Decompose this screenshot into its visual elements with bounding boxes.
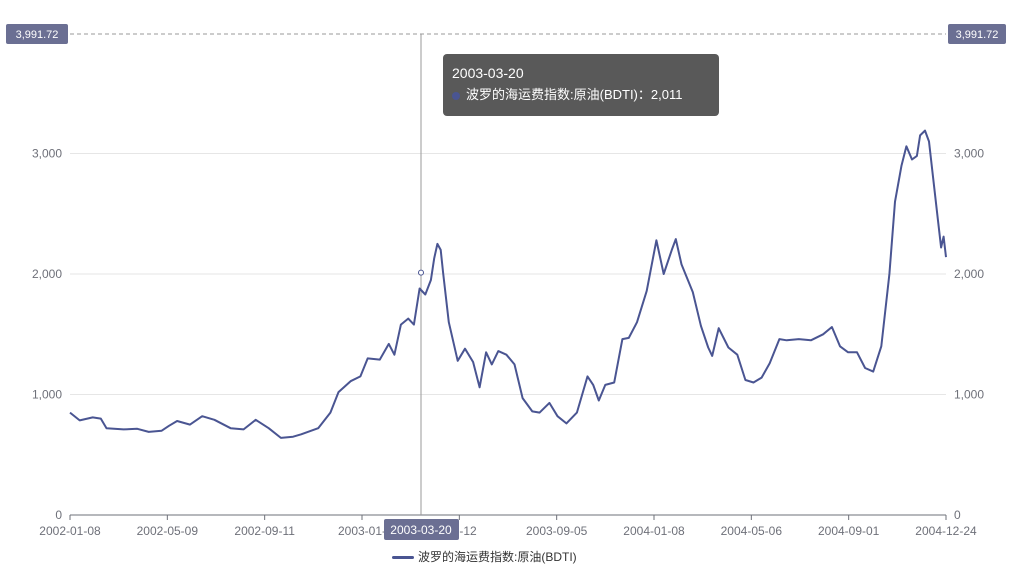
y-axis-left: 0 1,000 2,000 3,000	[32, 147, 62, 522]
x-axis: 2002-01-08 2002-05-09 2002-09-11 2003-01- 05…	[39, 515, 977, 538]
y-pointer-tag-right-text: 3,991.72	[956, 29, 999, 41]
y-tick-label-right: 3,000	[954, 147, 984, 161]
tooltip-date: 2003-03-20	[452, 65, 524, 81]
x-pointer-tag: 2003-03-20	[384, 519, 459, 540]
y-tick-label-left: 2,000	[32, 267, 62, 281]
x-pointer-tag-text: 2003-03-20	[390, 523, 452, 537]
highlight-point	[418, 269, 424, 276]
y-tick-label-left: 3,000	[32, 147, 62, 161]
x-tick-label: 2004-01-08	[623, 524, 685, 538]
y-pointer-tag-right: 3,991.72	[948, 24, 1006, 44]
y-pointer-tag-left: 3,991.72	[6, 24, 68, 44]
y-axis-right: 0 1,000 2,000 3,000	[954, 147, 984, 522]
series-line	[69, 129, 947, 439]
y-tick-label-left: 0	[55, 508, 62, 522]
line-swatch-icon	[392, 556, 414, 560]
legend-label: 波罗的海运费指数:原油(BDTI)	[418, 550, 577, 564]
x-tick-label: 2004-09-01	[818, 524, 880, 538]
x-tick-label: 2004-12-24	[915, 524, 977, 538]
x-tick-label: 2003-09-05	[526, 524, 588, 538]
x-tick-label: 2003-01-	[338, 524, 386, 538]
tooltip-value: 2,011	[650, 87, 683, 102]
x-tick-label: 2002-09-11	[234, 524, 295, 538]
y-tick-label-right: 1,000	[954, 388, 984, 402]
y-tick-label-left: 1,000	[32, 388, 62, 402]
x-tick-label: 2002-01-08	[39, 524, 101, 538]
tooltip-series-label: 波罗的海运费指数:原油(BDTI)	[466, 87, 638, 102]
y-pointer-tag-left-text: 3,991.72	[16, 29, 59, 41]
tooltip: 2003-03-20 波罗的海运费指数:原油(BDTI)：2,011	[443, 54, 719, 116]
x-tick-label: 2004-05-06	[721, 524, 783, 538]
tooltip-separator: ：	[637, 87, 651, 102]
legend[interactable]: 波罗的海运费指数:原油(BDTI)	[392, 548, 577, 566]
y-tick-label-right: 2,000	[954, 267, 984, 281]
tooltip-row: 波罗的海运费指数:原油(BDTI)：2,011	[452, 86, 710, 104]
series-dot-icon	[452, 91, 460, 100]
y-tick-label-right: 0	[954, 508, 961, 522]
x-tick-label: 2002-05-09	[137, 524, 199, 538]
grid-lines	[70, 153, 946, 516]
